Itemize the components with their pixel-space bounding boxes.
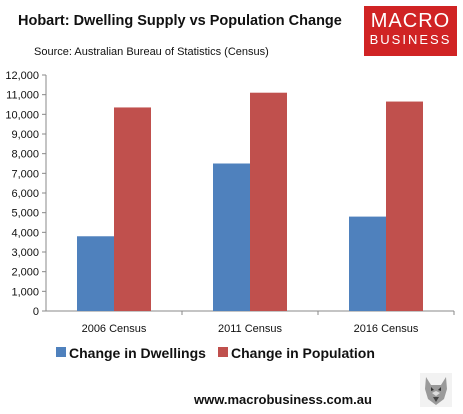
chart-title: Hobart: Dwelling Supply vs Population Ch…: [18, 13, 342, 29]
y-tick-label: 1,000: [11, 286, 39, 298]
y-tick-label: 11,000: [6, 90, 39, 102]
y-tick-label: 2,000: [11, 267, 39, 279]
bar-population: [386, 101, 423, 311]
y-tick-label: 4,000: [11, 227, 39, 239]
y-tick-label: 9,000: [11, 129, 39, 141]
website-url: www.macrobusiness.com.au: [194, 392, 372, 407]
y-tick-label: 7,000: [11, 168, 39, 180]
legend-swatch: [218, 347, 228, 357]
y-tick-label: 10,000: [5, 109, 39, 121]
chart-source: Source: Australian Bureau of Statistics …: [34, 46, 269, 58]
y-tick-label: 5,000: [11, 208, 39, 220]
y-tick-label: 8,000: [11, 149, 39, 161]
bar-dwellings: [349, 216, 386, 311]
bar-dwellings: [77, 236, 114, 311]
x-tick-label: 2016 Census: [354, 323, 419, 335]
bar-population: [250, 92, 287, 311]
y-tick-label: 6,000: [11, 188, 39, 200]
legend-label: Change in Dwellings: [69, 345, 206, 361]
y-tick-label: 12,000: [5, 70, 39, 82]
bar-population: [114, 107, 151, 311]
y-tick-label: 0: [33, 306, 39, 318]
x-tick-label: 2006 Census: [82, 323, 147, 335]
logo-line-2: BUSINESS: [369, 32, 452, 47]
x-tick-label: 2011 Census: [218, 323, 283, 335]
y-tick-label: 3,000: [11, 247, 39, 259]
macrobusiness-logo: MACRO BUSINESS: [364, 6, 457, 56]
bar-dwellings: [213, 163, 250, 311]
wolf-icon: [420, 373, 452, 407]
bar-chart: 0 1,000 2,000 3,000 4,000 5,000 6,000 7,000 8,00…: [5, 70, 455, 361]
logo-line-1: MACRO: [370, 10, 451, 32]
legend-label: Change in Population: [231, 345, 375, 361]
legend-swatch: [56, 347, 66, 357]
